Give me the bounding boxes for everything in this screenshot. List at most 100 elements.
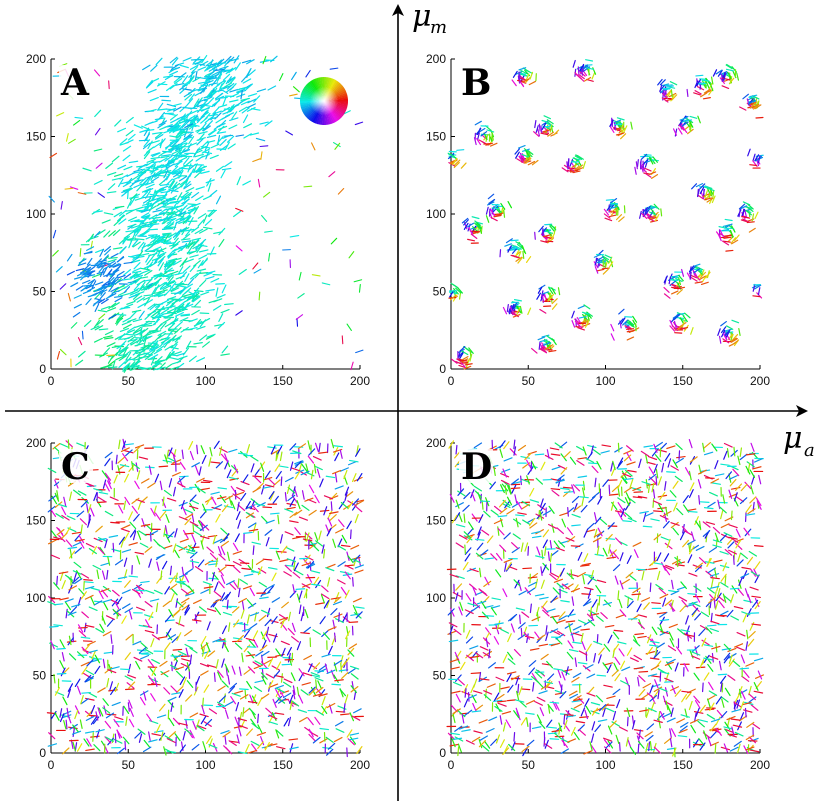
particle bbox=[282, 656, 293, 659]
particle bbox=[271, 665, 281, 671]
particle bbox=[757, 155, 761, 164]
particle bbox=[228, 740, 237, 746]
particle bbox=[173, 205, 183, 209]
particle bbox=[605, 198, 614, 201]
particle bbox=[128, 294, 138, 299]
particle bbox=[594, 266, 599, 274]
particle bbox=[63, 496, 67, 507]
particle bbox=[516, 158, 524, 163]
particle bbox=[208, 299, 218, 304]
particle bbox=[147, 675, 155, 684]
particle bbox=[588, 609, 598, 615]
particle bbox=[670, 728, 677, 737]
particle bbox=[339, 571, 350, 574]
particle bbox=[223, 134, 234, 137]
particle bbox=[289, 590, 297, 598]
particle bbox=[717, 328, 721, 336]
particle bbox=[264, 618, 272, 627]
particle bbox=[153, 505, 157, 515]
particle bbox=[491, 597, 501, 601]
particle bbox=[133, 326, 142, 334]
particle bbox=[486, 129, 495, 133]
particle bbox=[189, 264, 197, 273]
particle bbox=[166, 263, 175, 270]
particle bbox=[303, 626, 311, 634]
particle bbox=[245, 83, 253, 91]
particle bbox=[688, 489, 694, 498]
particle bbox=[73, 572, 77, 582]
particle bbox=[257, 566, 263, 576]
particle bbox=[205, 334, 215, 340]
particle bbox=[708, 690, 718, 696]
particle bbox=[184, 607, 191, 616]
particle bbox=[354, 564, 364, 569]
particle bbox=[338, 519, 345, 528]
particle bbox=[175, 321, 184, 328]
particle bbox=[288, 611, 291, 622]
particle bbox=[247, 98, 257, 104]
particle bbox=[201, 704, 205, 715]
particle bbox=[228, 67, 237, 74]
particle bbox=[194, 483, 201, 493]
particle bbox=[150, 78, 160, 83]
particle bbox=[577, 572, 586, 578]
particle bbox=[676, 312, 685, 316]
particle bbox=[214, 582, 219, 592]
particle bbox=[295, 314, 304, 320]
particle bbox=[504, 562, 507, 572]
particle bbox=[724, 218, 733, 222]
particle bbox=[752, 283, 756, 292]
particle bbox=[522, 78, 530, 83]
particle bbox=[519, 77, 528, 81]
particle bbox=[92, 273, 102, 278]
particle bbox=[150, 693, 156, 702]
particle bbox=[238, 724, 248, 729]
particle bbox=[156, 561, 160, 572]
particle bbox=[235, 511, 241, 521]
particle bbox=[170, 285, 179, 292]
particle bbox=[279, 559, 289, 563]
particle bbox=[458, 350, 464, 358]
particle bbox=[144, 601, 153, 608]
particle bbox=[233, 210, 242, 218]
particle bbox=[525, 256, 532, 263]
particle bbox=[520, 69, 528, 75]
particle bbox=[593, 261, 599, 269]
particle bbox=[81, 496, 89, 504]
particle bbox=[153, 539, 161, 547]
particle bbox=[78, 258, 87, 264]
particle bbox=[163, 314, 173, 319]
particle bbox=[124, 688, 135, 691]
particle bbox=[268, 490, 275, 500]
particle bbox=[692, 739, 699, 748]
particle bbox=[627, 596, 630, 607]
particle bbox=[142, 322, 153, 326]
particle bbox=[200, 521, 204, 532]
particle bbox=[571, 676, 580, 683]
particle bbox=[80, 661, 90, 667]
particle bbox=[638, 458, 642, 469]
cluster bbox=[663, 271, 686, 299]
particle bbox=[124, 473, 130, 483]
y-tick-label: 100 bbox=[426, 591, 446, 605]
particle bbox=[616, 117, 625, 121]
particle bbox=[538, 690, 548, 695]
x-tick-label: 150 bbox=[273, 374, 293, 388]
particle bbox=[128, 542, 138, 546]
particle bbox=[724, 234, 733, 237]
particle bbox=[258, 291, 261, 301]
particle bbox=[167, 634, 177, 640]
particle bbox=[700, 611, 710, 618]
particle bbox=[93, 148, 103, 152]
particle bbox=[261, 676, 267, 685]
particle bbox=[355, 611, 363, 619]
particle bbox=[160, 306, 170, 310]
particle bbox=[259, 644, 268, 652]
particle bbox=[117, 576, 128, 580]
particle bbox=[583, 750, 593, 755]
particle bbox=[656, 642, 665, 649]
particle bbox=[136, 279, 146, 286]
particle bbox=[214, 607, 221, 616]
particle bbox=[224, 637, 227, 648]
particle bbox=[116, 343, 125, 350]
